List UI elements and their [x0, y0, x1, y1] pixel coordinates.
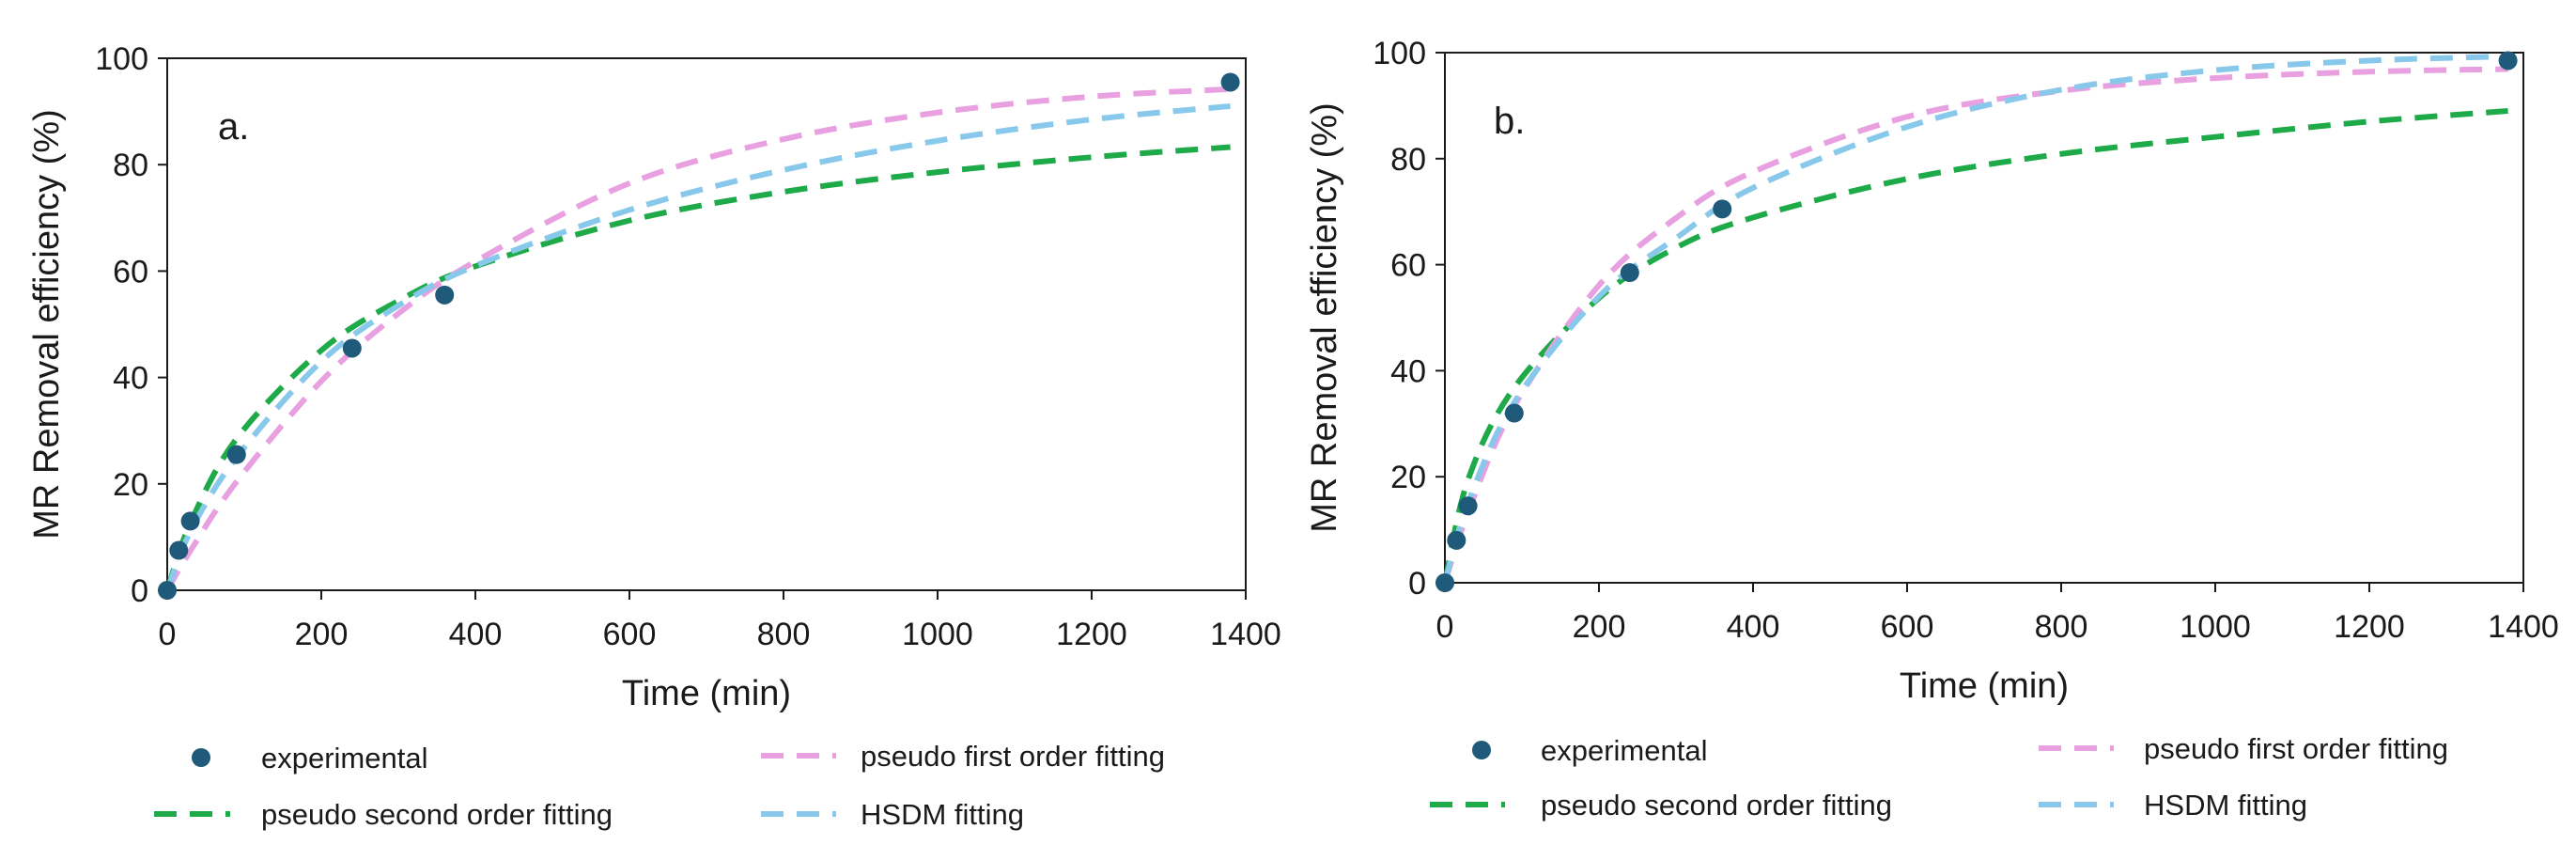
- chart-b-panel-label: b.: [1494, 101, 1525, 142]
- chart-b-experimental-point: [1620, 263, 1639, 283]
- chart-a-experimental-point: [435, 285, 455, 305]
- chart-a-experimental-point: [180, 511, 200, 531]
- chart-a: 0 200 400 600 800 1000 1200 1400 0 20 40 60 80 100 Tim…: [27, 41, 1281, 713]
- chart-a-x-tick-label: 800: [757, 617, 811, 652]
- chart-b: 0 200 400 600 800 1000 1200 1400 0 20 40 60 80 100 Tim…: [1305, 36, 2559, 706]
- chart-b-y-tick-label: 100: [1373, 36, 1426, 71]
- chart-a-y-tick-label: 0: [131, 573, 148, 609]
- chart-a-experimental-point: [169, 540, 189, 560]
- chart-a-x-tick-label: 1400: [1210, 617, 1281, 652]
- legend-b-pso-label: pseudo second order fitting: [1541, 789, 1892, 822]
- legend-b-experimental-marker: [1472, 741, 1491, 759]
- chart-a-experimental-point: [226, 445, 246, 464]
- chart-b-plot-frame: [1444, 52, 2524, 584]
- chart-a-x-tick-label: 600: [603, 617, 657, 652]
- chart-b-x-tick-label: 400: [1727, 609, 1780, 645]
- chart-b-experimental-point: [1447, 530, 1466, 550]
- chart-b-x-tick-label: 1000: [2180, 609, 2251, 645]
- legend-a-hsdm-label: HSDM fitting: [861, 798, 1024, 831]
- legend-a-experimental-label: experimental: [261, 742, 427, 775]
- chart-a-experimental-point: [342, 338, 362, 358]
- chart-b-y-tick-label: 20: [1390, 460, 1426, 495]
- chart-a-y-tick-label: 60: [113, 254, 148, 289]
- chart-a-x-tick-label: 400: [449, 617, 503, 652]
- legend-b: experimental pseudo first order fitting …: [1430, 732, 2448, 822]
- legend-a-experimental-marker: [192, 748, 210, 767]
- chart-b-experimental-point: [1435, 573, 1454, 592]
- chart-a-experimental-point: [1220, 72, 1240, 92]
- chart-b-x-tick-label: 600: [1881, 609, 1934, 645]
- chart-a-y-tick-label: 20: [113, 467, 148, 503]
- chart-a-x-axis-title: Time (min): [622, 674, 791, 713]
- chart-b-y-tick-label: 40: [1390, 353, 1426, 389]
- chart-a-y-axis-title: MR Removal efficiency (%): [27, 109, 67, 540]
- chart-b-x-tick-label: 1400: [2488, 609, 2559, 645]
- chart-a-x-tick-label: 1000: [902, 617, 973, 652]
- legend-b-hsdm-label: HSDM fitting: [2144, 789, 2307, 822]
- chart-a-y-tick-label: 100: [95, 41, 148, 77]
- chart-b-x-tick-label: 0: [1436, 609, 1454, 645]
- chart-a-y-tick-label: 40: [113, 361, 148, 397]
- chart-a-pfo-line: [164, 86, 1231, 592]
- chart-b-experimental-point: [1713, 199, 1732, 219]
- chart-a-plot-frame: [166, 57, 1247, 591]
- chart-b-x-tick-label: 1200: [2334, 609, 2405, 645]
- chart-b-experimental-point: [1504, 403, 1524, 423]
- chart-a-x-tick-label: 1200: [1056, 617, 1127, 652]
- legend-b-experimental-label: experimental: [1541, 734, 1707, 767]
- chart-a-x-tick-label: 0: [159, 617, 177, 652]
- chart-b-experimental-point: [2498, 51, 2518, 70]
- chart-b-y-tick-label: 60: [1390, 248, 1426, 284]
- chart-a-pso-line: [164, 144, 1231, 591]
- chart-a-x-tick-label: 200: [295, 617, 349, 652]
- chart-a-y-tick-label: 80: [113, 148, 148, 183]
- chart-b-x-tick-label: 800: [2035, 609, 2088, 645]
- chart-b-x-axis-title: Time (min): [1900, 666, 2069, 706]
- chart-b-y-tick-label: 0: [1408, 566, 1426, 602]
- chart-a-experimental-point: [158, 581, 177, 600]
- chart-b-experimental-point: [1458, 496, 1478, 516]
- legend-b-pfo-label: pseudo first order fitting: [2144, 732, 2448, 765]
- chart-b-y-axis-title: MR Removal efficiency (%): [1305, 102, 1344, 533]
- legend-a: experimental pseudo first order fitting …: [154, 740, 1165, 831]
- chart-a-panel-label: a.: [218, 106, 249, 148]
- legend-a-pso-label: pseudo second order fitting: [261, 798, 613, 831]
- chart-b-pso-line: [1442, 108, 2508, 584]
- chart-b-y-tick-label: 80: [1390, 142, 1426, 178]
- chart-b-x-tick-label: 200: [1573, 609, 1626, 645]
- legend-a-pfo-label: pseudo first order fitting: [861, 740, 1165, 773]
